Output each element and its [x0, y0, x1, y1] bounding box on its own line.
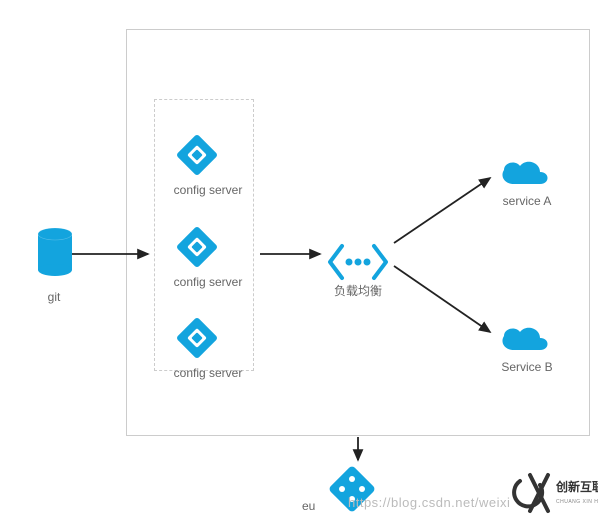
config-server-1-label: config server [168, 183, 248, 197]
logo-sub: CHUANG XIN HU LIAN [556, 499, 598, 505]
logo-text: 创新互联 [555, 479, 598, 494]
load-balancer-label: 负载均衡 [330, 282, 386, 299]
service-b-label: Service B [497, 360, 557, 374]
service-a-label: service A [497, 194, 557, 208]
eureka-label-prefix: eu [302, 499, 322, 513]
git-label: git [42, 290, 66, 304]
watermark-text: https://blog.csdn.net/weixi [348, 495, 510, 510]
brand-logo: 创新互联 CHUANG XIN HU LIAN [508, 471, 598, 520]
config-server-group [154, 99, 254, 371]
config-server-2-label: config server [168, 275, 248, 289]
git-icon [38, 228, 72, 276]
config-server-3-label: config server [168, 366, 248, 380]
